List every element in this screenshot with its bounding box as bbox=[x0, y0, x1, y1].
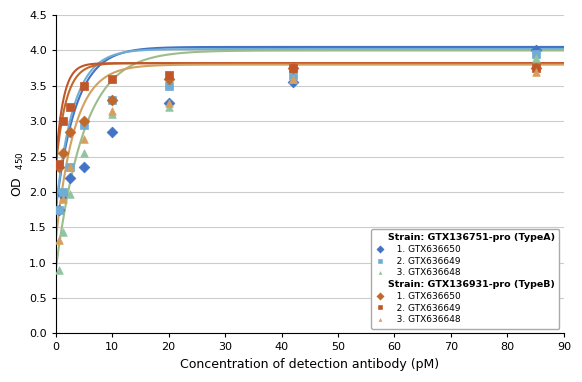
Legend: Strain: GTX136751-pro (TypeA),    1. GTX636650,    2. GTX636649,    3. GTX636648: Strain: GTX136751-pro (TypeA), 1. GTX636… bbox=[371, 229, 559, 329]
Point bbox=[531, 69, 540, 75]
Point bbox=[65, 164, 74, 170]
Point bbox=[164, 72, 173, 78]
Point bbox=[288, 65, 297, 71]
Point bbox=[58, 189, 68, 195]
Point bbox=[55, 207, 64, 213]
Point bbox=[79, 150, 88, 156]
Point bbox=[288, 76, 297, 82]
Y-axis label: OD  $_{450}$: OD $_{450}$ bbox=[11, 151, 26, 197]
Point bbox=[55, 207, 64, 213]
Point bbox=[531, 47, 540, 53]
Point bbox=[108, 111, 117, 117]
Point bbox=[164, 100, 173, 107]
X-axis label: Concentration of detection antibody (pM): Concentration of detection antibody (pM) bbox=[180, 358, 439, 371]
Point bbox=[65, 164, 74, 170]
Point bbox=[58, 196, 68, 202]
Point bbox=[55, 164, 64, 170]
Point bbox=[55, 237, 64, 243]
Point bbox=[531, 55, 540, 61]
Point bbox=[288, 76, 297, 82]
Point bbox=[164, 76, 173, 82]
Point bbox=[65, 191, 74, 197]
Point bbox=[531, 51, 540, 57]
Point bbox=[108, 107, 117, 113]
Point bbox=[65, 104, 74, 110]
Point bbox=[288, 72, 297, 78]
Point bbox=[288, 65, 297, 71]
Point bbox=[108, 97, 117, 103]
Point bbox=[79, 83, 88, 89]
Point bbox=[288, 79, 297, 85]
Point bbox=[79, 121, 88, 128]
Point bbox=[65, 175, 74, 181]
Point bbox=[531, 65, 540, 71]
Point bbox=[164, 104, 173, 110]
Point bbox=[164, 100, 173, 107]
Point bbox=[531, 65, 540, 71]
Point bbox=[55, 160, 64, 167]
Point bbox=[79, 118, 88, 124]
Point bbox=[55, 267, 64, 273]
Point bbox=[164, 83, 173, 89]
Point bbox=[58, 193, 68, 199]
Point bbox=[58, 229, 68, 235]
Point bbox=[79, 136, 88, 142]
Point bbox=[108, 97, 117, 103]
Point bbox=[79, 164, 88, 170]
Point bbox=[108, 76, 117, 82]
Point bbox=[58, 118, 68, 124]
Point bbox=[65, 129, 74, 135]
Point bbox=[108, 129, 117, 135]
Point bbox=[58, 150, 68, 156]
